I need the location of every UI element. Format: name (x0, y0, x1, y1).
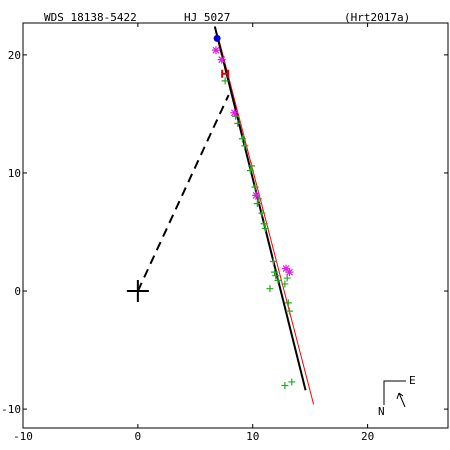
observation-plus-mark (251, 183, 259, 191)
primary-star-cross (126, 280, 149, 303)
observation-plus-mark (285, 307, 293, 315)
x-tick-label: 0 (135, 430, 142, 443)
y-tick-label: 0 (14, 285, 21, 298)
observation-plus-mark (246, 167, 254, 175)
observation-plus-mark (238, 135, 246, 143)
orbit-fit-line (213, 26, 307, 391)
observation-plus-mark (266, 285, 274, 293)
speckle-asterisk-mark (217, 55, 226, 64)
observation-plus-mark (269, 258, 277, 266)
compass-north-label: N (378, 405, 385, 418)
compass-east-label: E (409, 374, 416, 387)
speckle-asterisk-mark (285, 268, 294, 277)
observation-plus-mark (274, 276, 282, 284)
y-tick-label: 20 (8, 49, 21, 62)
axis-tick-labels: -10 0 10 20 -10 0 10 20 (1, 49, 374, 443)
motion-arrow-icon (396, 392, 406, 408)
axis-ticks (22, 23, 448, 428)
observation-plus-mark (260, 220, 268, 228)
x-tick-label: 20 (361, 430, 374, 443)
speckle-asterisk-mark (252, 191, 261, 200)
observation-plus-mark (284, 299, 292, 307)
x-tick-label: 10 (246, 430, 259, 443)
observation-marks (126, 34, 296, 389)
header-reference: (Hrt2017a) (344, 11, 410, 24)
observation-plus-mark (281, 381, 289, 389)
observation-plus-mark (253, 200, 261, 208)
latest-position-dot (213, 34, 221, 42)
speckle-asterisk-mark (211, 46, 220, 55)
dashed-connector-line (136, 94, 230, 292)
hipparcos-h-mark (221, 69, 230, 78)
orbit-lines (136, 26, 315, 405)
observation-plus-mark (248, 162, 256, 170)
header-star-name: HJ 5027 (184, 11, 230, 24)
header-wds-id: WDS 18138-5422 (44, 11, 137, 24)
observation-plus-mark (272, 272, 280, 280)
observation-plus-mark (258, 209, 266, 217)
y-tick-label: 10 (8, 167, 21, 180)
speckle-asterisk-mark (282, 264, 291, 273)
compass: E N (378, 374, 416, 418)
observation-plus-mark (234, 119, 242, 127)
plot-frame (22, 22, 449, 429)
speckle-asterisk-mark (230, 108, 239, 117)
observation-plus-mark (241, 142, 249, 150)
observation-plus-mark (281, 280, 289, 288)
alt-orbit-line (217, 37, 315, 405)
x-tick-label: -10 (13, 430, 33, 443)
observation-plus-mark (221, 77, 229, 85)
observation-plus-mark (271, 268, 279, 276)
y-tick-label: -10 (1, 403, 21, 416)
observation-plus-mark (261, 224, 269, 232)
compass-axes (383, 380, 406, 405)
observation-plus-mark (283, 274, 291, 282)
observation-plus-mark (288, 378, 296, 386)
